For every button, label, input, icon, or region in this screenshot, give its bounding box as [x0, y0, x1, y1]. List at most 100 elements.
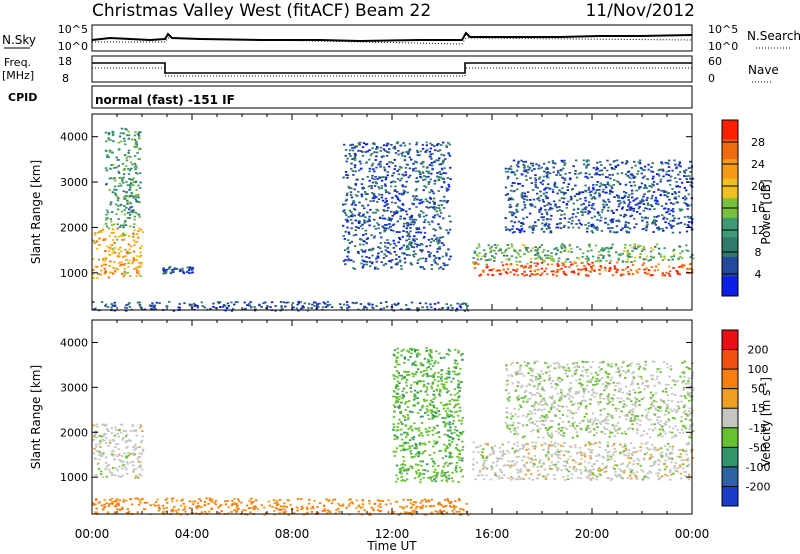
- heatmap-cell: [472, 458, 475, 461]
- heatmap-cell: [550, 255, 554, 258]
- heatmap-cell: [403, 252, 406, 255]
- heatmap-cell: [296, 509, 299, 512]
- heatmap-cell: [683, 187, 686, 189]
- heatmap-cell: [437, 361, 440, 364]
- heatmap-cell: [613, 460, 616, 463]
- heatmap-cell: [205, 497, 208, 500]
- heatmap-cell: [431, 404, 435, 407]
- heatmap-cell: [342, 260, 346, 262]
- heatmap-cell: [594, 227, 597, 230]
- heatmap-cell: [624, 192, 628, 194]
- nsky-label: N.Sky: [2, 33, 36, 47]
- heatmap-cell: [420, 464, 423, 467]
- heatmap-cell: [681, 263, 685, 266]
- heatmap-cell: [630, 206, 633, 209]
- heatmap-cell: [100, 231, 103, 234]
- heatmap-cell: [629, 471, 633, 473]
- heatmap-cell: [606, 183, 610, 185]
- heatmap-cell: [587, 475, 591, 477]
- heatmap-cell: [155, 301, 159, 304]
- heatmap-cell: [112, 449, 115, 452]
- heatmap-cell: [379, 160, 382, 163]
- heatmap-cell: [236, 504, 239, 507]
- heatmap-cell: [542, 175, 545, 178]
- heatmap-cell: [307, 307, 310, 309]
- heatmap-cell: [430, 157, 433, 160]
- heatmap-cell: [403, 190, 407, 193]
- heatmap-cell: [108, 254, 111, 256]
- heatmap-cell: [310, 511, 314, 513]
- heatmap-cell: [563, 224, 566, 227]
- heatmap-cell: [650, 274, 653, 277]
- heatmap-cell: [445, 303, 448, 305]
- heatmap-cell: [414, 477, 417, 480]
- heatmap-cell: [559, 251, 563, 253]
- heatmap-cell: [412, 168, 415, 170]
- heatmap-cell: [308, 303, 311, 305]
- heatmap-cell: [599, 265, 602, 268]
- heatmap-cell: [407, 400, 411, 402]
- heatmap-cell: [375, 151, 379, 154]
- heatmap-cell: [375, 166, 378, 169]
- heatmap-cell: [641, 478, 644, 481]
- heatmap-cell: [139, 131, 142, 134]
- heatmap-cell: [618, 468, 621, 471]
- heatmap-cell: [135, 171, 138, 174]
- heatmap-cell: [546, 172, 549, 174]
- heatmap-cell: [636, 457, 639, 460]
- heatmap-cell: [92, 452, 96, 455]
- heatmap-cell: [599, 442, 602, 445]
- heatmap-cell: [588, 173, 591, 176]
- heatmap-cell: [396, 170, 399, 172]
- heatmap-cell: [536, 257, 539, 260]
- heatmap-cell: [431, 144, 434, 146]
- heatmap-cell: [436, 242, 440, 245]
- heatmap-cell: [616, 464, 619, 467]
- heatmap-cell: [368, 220, 371, 222]
- heatmap-cell: [344, 199, 348, 202]
- heatmap-cell: [531, 164, 535, 167]
- heatmap-cell: [405, 231, 408, 233]
- heatmap-cell: [105, 140, 108, 143]
- heatmap-cell: [415, 195, 418, 197]
- heatmap-cell: [641, 228, 644, 230]
- heatmap-cell: [606, 159, 609, 162]
- heatmap-cell: [400, 449, 403, 452]
- heatmap-cell: [657, 448, 660, 451]
- heatmap-cell: [476, 258, 479, 261]
- heatmap-cell: [371, 147, 374, 150]
- heatmap-cell: [416, 380, 420, 383]
- heatmap-cell: [457, 419, 461, 422]
- heatmap-cell: [678, 231, 682, 234]
- heatmap-cell: [342, 224, 345, 227]
- heatmap-cell: [564, 465, 568, 467]
- heatmap-cell: [625, 230, 628, 233]
- heatmap-cell: [132, 196, 135, 199]
- colorbar-swatch: [722, 256, 738, 277]
- heatmap-cell: [393, 159, 396, 161]
- heatmap-cell: [654, 447, 657, 449]
- heatmap-cell: [597, 259, 600, 261]
- heatmap-cell: [380, 261, 383, 264]
- heatmap-cell: [523, 274, 526, 277]
- heatmap-cell: [453, 406, 456, 409]
- heatmap-cell: [506, 244, 509, 246]
- heatmap-cell: [409, 262, 412, 264]
- heatmap-cell: [119, 263, 123, 266]
- heatmap-cell: [510, 460, 514, 463]
- heatmap-cell: [429, 155, 432, 158]
- heatmap-cell: [113, 301, 116, 304]
- heatmap-cell: [128, 248, 131, 251]
- heatmap-cell: [353, 188, 356, 191]
- heatmap-cell: [605, 246, 609, 249]
- heatmap-cell: [410, 221, 413, 224]
- heatmap-cell: [453, 388, 456, 391]
- heatmap-cell: [92, 269, 95, 271]
- heatmap-cell: [626, 174, 629, 177]
- heatmap-cell: [453, 373, 457, 376]
- heatmap-cell: [413, 350, 417, 353]
- heatmap-cell: [130, 262, 134, 265]
- heatmap-cell: [485, 456, 489, 458]
- heatmap-cell: [544, 475, 548, 478]
- heatmap-cell: [393, 438, 396, 441]
